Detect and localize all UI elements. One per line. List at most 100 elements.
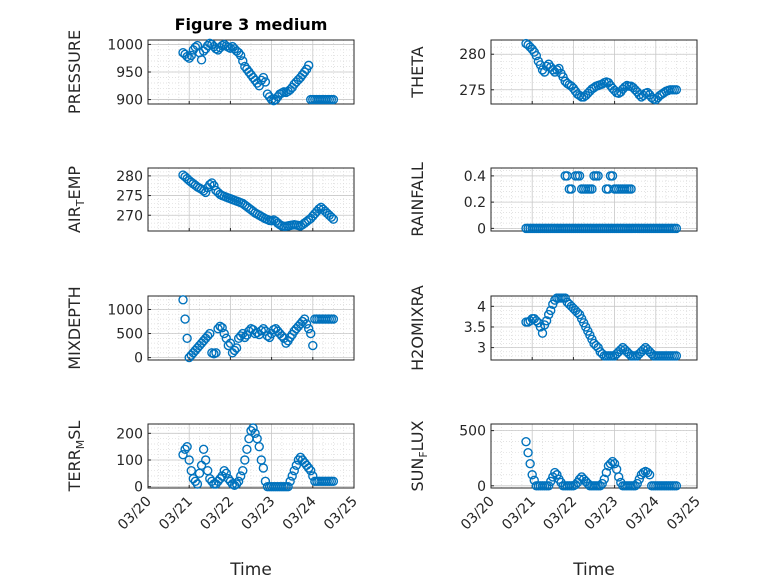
data-point xyxy=(537,328,548,338)
x-tick-label: 03/22 xyxy=(540,494,580,534)
data-point xyxy=(211,348,221,358)
y-tick-label: 0 xyxy=(477,479,486,495)
data-point xyxy=(546,305,556,316)
data-point xyxy=(205,179,215,190)
data-point xyxy=(203,40,213,51)
data-point xyxy=(178,295,188,305)
plot-area xyxy=(491,168,697,231)
x-tick-label: 03/23 xyxy=(239,494,279,534)
y-axis-label: SUNFLUX xyxy=(408,420,430,491)
data-point xyxy=(644,470,655,480)
data-point xyxy=(326,212,337,222)
data-point xyxy=(227,479,238,489)
y-tick-label: 3.5 xyxy=(464,320,486,336)
y-tick-label: 275 xyxy=(459,83,486,99)
data-point xyxy=(248,423,258,433)
y-tick-label: 950 xyxy=(116,65,143,81)
subplot-theta: 275 280 THETA xyxy=(408,38,698,105)
x-tick-label: 03/24 xyxy=(280,493,320,533)
data-point xyxy=(205,328,215,339)
data-point xyxy=(541,316,552,326)
y-axis-label: H2OMIXRA xyxy=(408,285,427,371)
data-point xyxy=(238,56,248,66)
y-tick-label: 3 xyxy=(477,341,486,357)
data-point xyxy=(616,344,626,355)
y-axis-label: AIRTEMP xyxy=(65,166,87,233)
x-axis-label-right: Time xyxy=(572,560,615,580)
data-point xyxy=(240,455,250,465)
data-point xyxy=(225,338,236,348)
data-point xyxy=(182,441,192,452)
data-point xyxy=(634,90,645,100)
data-point xyxy=(235,331,246,341)
data-point xyxy=(213,324,223,334)
x-tick-label: 03/21 xyxy=(499,494,539,534)
data-point xyxy=(223,340,234,351)
data-point xyxy=(291,460,302,471)
x-tick-label: 03/20 xyxy=(458,494,498,534)
y-axis-label: MIXDEPTH xyxy=(65,286,84,369)
data-point xyxy=(609,459,620,469)
axes-box xyxy=(490,167,698,232)
subplot-h2omixra: 3 3.5 4 H2OMIXRA xyxy=(408,285,698,371)
data-point xyxy=(287,471,297,481)
data-point xyxy=(200,455,211,465)
data-point xyxy=(527,470,537,480)
y-tick-label: 100 xyxy=(116,453,143,469)
data-point xyxy=(235,50,246,61)
data-point xyxy=(299,67,310,77)
x-tick-label: 03/25 xyxy=(321,494,361,534)
data-point xyxy=(597,478,607,489)
data-point xyxy=(632,478,642,489)
x-tick-label: 03/23 xyxy=(582,494,622,534)
data-point xyxy=(671,481,682,491)
y-tick-label: 275 xyxy=(116,189,143,205)
axes-box xyxy=(490,39,698,105)
subplot-sun-flux: 0 500 03/20 03/21 03/22 03/23 03/24 03/25 SUNFLU… xyxy=(408,420,704,533)
y-tick-label: 0 xyxy=(477,221,486,237)
data-point xyxy=(207,178,217,188)
data-point xyxy=(554,63,564,74)
y-tick-label: 1000 xyxy=(107,37,143,53)
data-point xyxy=(190,476,201,487)
subplot-mixdepth: 0 500 1000 MIXDEPTH xyxy=(65,286,355,370)
data-point xyxy=(566,184,577,194)
data-point xyxy=(574,90,585,101)
data-point xyxy=(521,436,531,447)
x-tick-label: 03/24 xyxy=(623,493,663,533)
data-point xyxy=(531,50,542,61)
data-point xyxy=(607,456,618,467)
data-point xyxy=(306,465,316,476)
subplot-rainfall: 0 0.2 0.4 RAINFALL xyxy=(408,162,698,237)
y-tick-label: 0 xyxy=(134,351,143,367)
data-point xyxy=(306,328,316,339)
data-point xyxy=(539,67,550,77)
data-point xyxy=(314,204,324,214)
y-tick-label: 500 xyxy=(116,327,143,343)
data-point xyxy=(186,50,196,61)
data-point xyxy=(184,53,194,63)
data-point xyxy=(254,441,264,452)
x-axis-label-left: Time xyxy=(229,560,272,580)
data-point xyxy=(289,465,299,476)
data-point xyxy=(231,343,242,353)
data-point xyxy=(328,94,339,105)
axes-box xyxy=(490,295,698,361)
data-point xyxy=(285,476,295,487)
data-point xyxy=(256,75,266,85)
data-point xyxy=(523,447,533,458)
data-point xyxy=(258,324,269,334)
data-point xyxy=(198,444,209,455)
y-tick-label: 500 xyxy=(459,424,486,440)
data-point xyxy=(527,44,537,54)
data-point xyxy=(258,463,269,473)
data-point xyxy=(303,60,314,71)
y-axis-label: PRESSURE xyxy=(65,30,84,114)
data-point xyxy=(642,467,653,478)
y-axis-label: THETA xyxy=(408,46,427,98)
data-point xyxy=(303,324,314,334)
data-point xyxy=(605,459,616,469)
y-tick-label: 0.2 xyxy=(464,195,486,211)
